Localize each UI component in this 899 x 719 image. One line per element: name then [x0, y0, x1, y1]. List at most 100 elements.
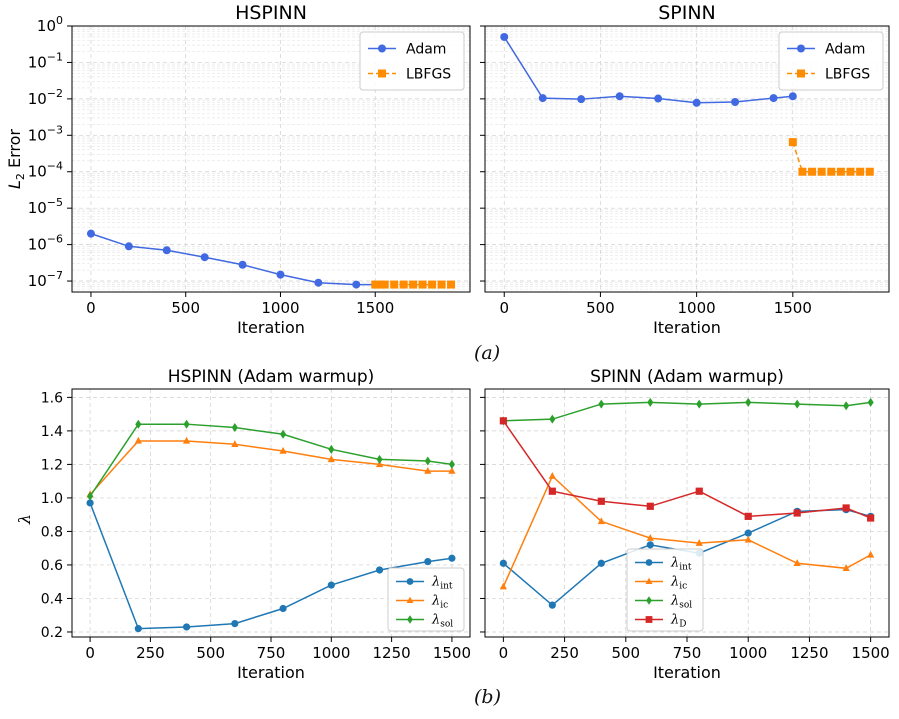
legend-box	[626, 548, 704, 632]
data-point	[390, 280, 399, 289]
series-LBFGS	[371, 280, 456, 289]
plot-frame	[71, 25, 471, 293]
legend-label: LBFGS	[825, 67, 870, 83]
legend-label: λic	[431, 594, 448, 611]
data-point	[418, 280, 427, 289]
legend-marker	[645, 616, 653, 623]
legend-label: LBFGS	[406, 67, 451, 83]
data-point	[867, 397, 874, 407]
data-point	[793, 559, 801, 566]
y-tick-label: 0.8	[41, 524, 63, 540]
data-point	[817, 167, 826, 176]
legend-label: λsol	[431, 613, 453, 630]
data-point	[597, 559, 605, 567]
x-tick-label: 500	[611, 644, 640, 662]
data-point	[86, 499, 94, 507]
x-tick-label: 1500	[433, 644, 471, 662]
y-tick-label: 0.4	[41, 591, 63, 607]
x-tick-label: 1500	[774, 299, 812, 317]
legend-label: λD	[670, 613, 686, 630]
data-point	[399, 280, 408, 289]
data-point	[352, 280, 361, 289]
x-tick-label: 0	[499, 299, 509, 317]
x-tick-label: 500	[586, 299, 615, 317]
data-point	[134, 436, 142, 444]
y-axis-label: L2 Error	[5, 129, 27, 189]
data-point	[231, 619, 239, 628]
data-point	[314, 278, 323, 287]
x-tick-label: 250	[550, 644, 579, 662]
data-point	[867, 550, 875, 558]
data-point	[731, 98, 740, 107]
data-point	[577, 95, 586, 104]
x-axis-label: Iteration	[653, 318, 721, 337]
y-tick-label: 1.4	[41, 424, 63, 440]
data-point	[499, 417, 507, 425]
x-tick-label: 750	[257, 644, 286, 662]
series-Adam	[500, 32, 797, 107]
x-tick-label: 0	[86, 299, 96, 317]
legend-label: λint	[431, 575, 453, 592]
data-point	[867, 514, 875, 522]
data-point	[788, 138, 797, 147]
x-tick-label: 250	[136, 644, 165, 662]
x-tick-label: 500	[196, 644, 225, 662]
y-tick-label: 0.2	[41, 625, 63, 641]
data-point	[371, 280, 380, 289]
y-axis-label: λ	[15, 514, 34, 525]
legend-marker	[406, 578, 414, 585]
x-tick-label: 1500	[852, 644, 890, 662]
series-λint	[86, 499, 456, 633]
x-tick-label: 1500	[356, 299, 394, 317]
data-point	[428, 280, 437, 289]
y-tick-label: 1.0	[41, 491, 63, 507]
series-line	[503, 36, 793, 104]
data-point	[162, 246, 171, 255]
data-point	[424, 557, 432, 566]
chart-a2: 0 500 1000 1500 SPINN Iteration Adam LBFGS	[480, 2, 890, 337]
data-point	[375, 280, 384, 289]
data-point	[744, 535, 752, 543]
x-axis-label: Iteration	[237, 318, 305, 337]
legend: λint λic λsol λD	[626, 548, 704, 632]
legend-label: Adam	[406, 42, 446, 58]
series-λsol	[87, 419, 455, 501]
x-tick-label: 1000	[261, 299, 299, 317]
y-tick-label: 10−6	[28, 233, 63, 254]
data-point	[376, 454, 383, 464]
data-point	[646, 541, 654, 549]
data-point	[597, 517, 605, 525]
data-point	[646, 533, 654, 541]
data-point	[448, 554, 456, 562]
data-point	[375, 566, 384, 574]
data-point	[695, 539, 703, 546]
data-point	[499, 582, 507, 590]
data-point	[597, 497, 605, 505]
data-point	[646, 502, 654, 510]
data-point	[696, 399, 703, 409]
data-point	[238, 260, 247, 269]
data-point	[647, 397, 654, 407]
legend-marker	[378, 44, 386, 53]
legend-marker	[378, 69, 386, 78]
data-point	[846, 167, 855, 176]
data-point	[231, 440, 239, 447]
data-point	[424, 456, 431, 466]
data-point	[280, 429, 287, 439]
data-point	[276, 270, 285, 279]
data-point	[695, 487, 703, 495]
data-point	[183, 419, 190, 429]
x-axis-label: Iteration	[653, 663, 721, 682]
y-tick-label: 10−1	[28, 50, 63, 71]
data-point	[327, 581, 335, 589]
chart-title: HSPINN (Adam warmup)	[168, 367, 375, 387]
data-point	[865, 167, 874, 176]
data-point	[744, 512, 752, 520]
legend-marker	[797, 69, 805, 78]
data-point	[548, 471, 556, 479]
caption-a: (a)	[474, 342, 501, 364]
data-point	[769, 94, 778, 103]
legend-marker	[645, 577, 653, 585]
series-LBFGS	[788, 138, 874, 176]
